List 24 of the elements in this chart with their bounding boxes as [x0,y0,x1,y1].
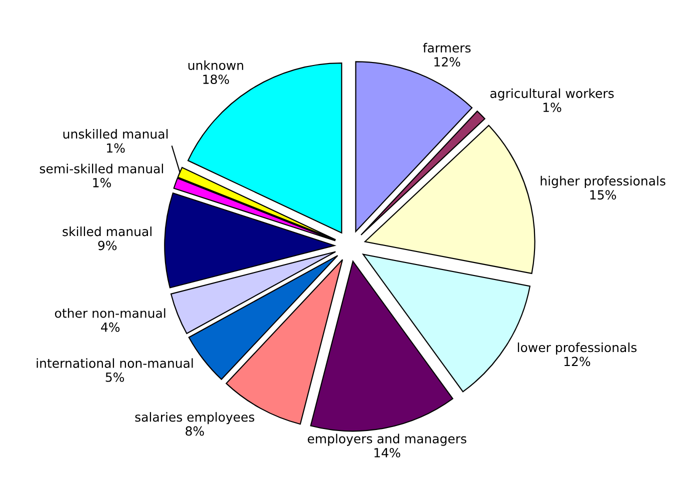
slice-label: international non-manual [36,358,193,368]
slice-label: farmers [422,42,471,53]
slice-label: unskilled manual [63,129,168,139]
data-label: 14% [374,448,400,458]
slice-label: semi-skilled manual [40,164,164,174]
data-label: 15% [590,190,616,200]
slice-label: agricultural workers [490,88,614,100]
slice-label: higher professionals [540,176,666,188]
data-label: 8% [186,426,204,436]
data-label: 12% [564,356,590,366]
data-label: 18% [203,74,229,84]
data-label: 1% [106,143,125,153]
data-label: 1% [93,178,111,188]
data-label: 12% [434,57,460,67]
slice-label: employers and managers [308,434,466,446]
data-label: 1% [543,102,562,112]
slice-label: lower professionals [518,342,637,355]
data-label: 9% [98,240,117,250]
data-label: 4% [101,322,120,332]
data-label: 5% [106,372,124,382]
slice-label: other non-manual [54,308,166,318]
slice-label: unknown [188,60,244,70]
slice-label: skilled manual [62,226,152,236]
slice-label: salaries employees [135,412,254,424]
